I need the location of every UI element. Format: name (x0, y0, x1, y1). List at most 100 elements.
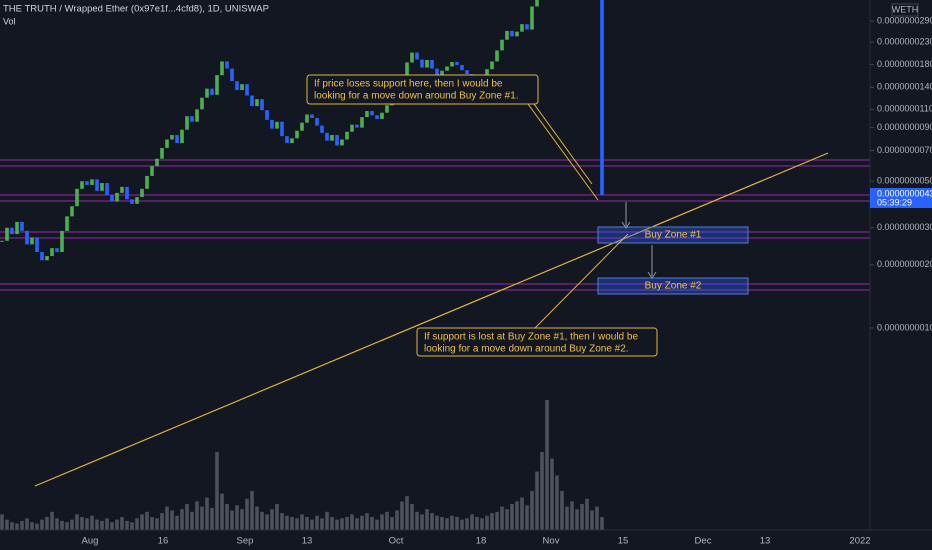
candle (325, 132, 329, 141)
x-tick-label: Sep (237, 536, 254, 547)
volume-bar (115, 519, 119, 530)
candle (220, 61, 224, 76)
volume-bar (400, 501, 404, 530)
x-tick-label: 18 (476, 536, 487, 547)
candle (455, 61, 459, 65)
x-tick-label: Aug (82, 536, 99, 547)
volume-bar (300, 514, 304, 530)
volume-bar (75, 514, 79, 530)
axis-unit: WETH (892, 4, 919, 14)
volume-bar (355, 518, 359, 530)
candle (45, 256, 49, 261)
volume-bar (270, 509, 274, 530)
candle (420, 59, 424, 68)
levels (0, 159, 870, 291)
volume-bar (60, 520, 64, 530)
volume-bar (520, 497, 524, 530)
volume-bar (585, 498, 589, 530)
volume-bar (210, 507, 214, 530)
marks (0, 0, 604, 530)
candle (190, 116, 194, 122)
candle (295, 130, 299, 139)
candle (465, 70, 469, 75)
candle (185, 116, 189, 130)
candle (130, 199, 134, 204)
candle (485, 69, 489, 76)
candle (15, 221, 19, 235)
volume-bar (280, 513, 284, 530)
volume-bar (510, 504, 514, 530)
volume-bar (110, 522, 114, 530)
volume-bar (100, 520, 104, 530)
candle (365, 111, 369, 118)
volume-bar (485, 515, 489, 530)
x-tick-label: Oct (389, 536, 404, 547)
candle (360, 117, 364, 128)
volume-bar (380, 514, 384, 530)
volume-bar (565, 506, 569, 530)
volume-bar (165, 506, 169, 530)
candle (355, 124, 359, 128)
volume-bar (125, 520, 129, 530)
candle (450, 61, 454, 67)
candle (230, 68, 234, 82)
volume-bar (315, 515, 319, 530)
buy-zone (597, 277, 749, 295)
volume-bar (25, 518, 29, 530)
annotation: If price loses support here, then I woul… (314, 79, 503, 90)
candle (350, 124, 354, 132)
volume-bar (360, 515, 364, 530)
candle (280, 121, 284, 137)
volume-bar (385, 511, 389, 530)
x-tick-label: 13 (302, 536, 313, 547)
volume-bar (170, 510, 174, 530)
volume-bar (20, 520, 24, 530)
volume-bar (120, 517, 124, 530)
volume-bar (230, 510, 234, 530)
volume-bar (225, 504, 229, 530)
volume-bar (580, 504, 584, 530)
volume-bar (540, 452, 544, 530)
candle (505, 30, 509, 40)
volume-bar (250, 491, 254, 530)
x-tick-label: 16 (158, 536, 169, 547)
x-tick-label: 13 (760, 536, 771, 547)
volume-bar (275, 504, 279, 530)
candle (175, 135, 179, 144)
volume-bar (85, 518, 89, 530)
candle (430, 59, 434, 69)
x-tick-label: 2022 (849, 536, 870, 547)
annotation: looking for a move down around Buy Zone … (314, 91, 519, 102)
volume-bar (335, 519, 339, 530)
volume-bar (375, 519, 379, 530)
volume-bar (430, 513, 434, 530)
volume-bar (445, 518, 449, 530)
price-axis (870, 0, 932, 530)
candle (235, 81, 239, 91)
volume-bar (135, 518, 139, 530)
title: THE TRUTH / Wrapped Ether (0x97e1f...4cf… (3, 4, 269, 15)
volume-bar (240, 509, 244, 530)
candle (210, 88, 214, 95)
volume-bar (330, 517, 334, 530)
trendline (34, 152, 829, 487)
volume-bar (590, 510, 594, 530)
volume-bar (575, 509, 579, 530)
volume-bar (70, 519, 74, 530)
annotation: looking for a move down around Buy Zone … (424, 344, 629, 355)
candle (300, 122, 304, 131)
volume-bar (90, 515, 94, 530)
y-tick-label: 0.0000000230 (877, 36, 932, 46)
candle (225, 61, 229, 69)
volume-bar (140, 514, 144, 530)
candle (245, 84, 249, 96)
volume-bar (545, 400, 549, 530)
volume-bar (35, 523, 39, 530)
candle (85, 181, 89, 185)
candle (125, 186, 129, 200)
volume-bar (220, 493, 224, 530)
candle (205, 88, 209, 98)
volume-bar (145, 511, 149, 530)
candle (100, 183, 104, 191)
